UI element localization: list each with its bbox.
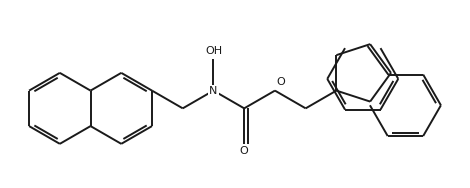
Text: N: N — [209, 86, 218, 96]
Text: O: O — [277, 77, 285, 87]
Text: OH: OH — [205, 46, 222, 56]
Text: O: O — [240, 146, 249, 156]
